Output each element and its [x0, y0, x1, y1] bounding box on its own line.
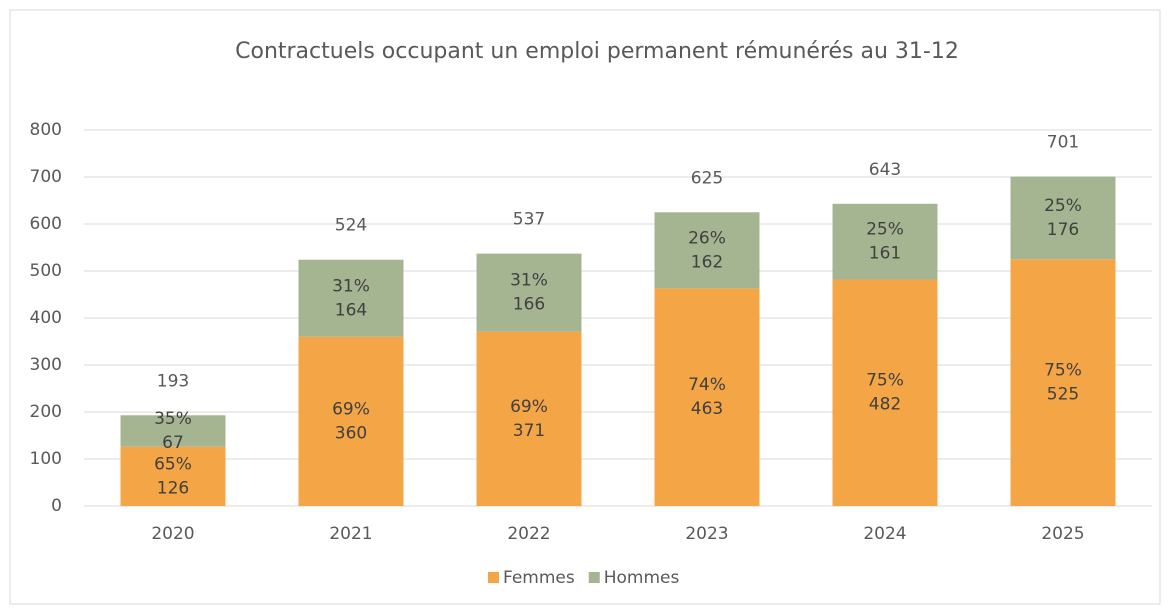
value-label: 166 [513, 295, 545, 315]
value-label: 162 [691, 252, 723, 272]
percent-label: 65% [154, 454, 192, 474]
value-label: 176 [1047, 220, 1079, 240]
y-tick-label: 800 [30, 120, 62, 140]
value-label: 164 [335, 300, 367, 320]
percent-label: 75% [1044, 361, 1082, 381]
percent-label: 74% [688, 375, 726, 395]
percent-label: 31% [510, 271, 548, 291]
bar-segment [476, 253, 582, 332]
percent-label: 75% [866, 371, 904, 391]
bar-segment [832, 279, 938, 506]
value-label: 126 [157, 478, 189, 498]
y-tick-label: 300 [30, 355, 62, 375]
y-tick-label: 700 [30, 167, 62, 187]
x-tick-label: 2021 [329, 524, 372, 544]
legend-label: Femmes [503, 568, 575, 588]
y-tick-label: 600 [30, 214, 62, 234]
total-label: 193 [157, 371, 189, 391]
bar-segment [832, 203, 938, 280]
value-label: 525 [1047, 385, 1079, 405]
bar-segment [298, 336, 404, 506]
bar-segment [120, 446, 226, 506]
bar-segment [298, 259, 404, 337]
y-tick-label: 200 [30, 402, 62, 422]
chart-title: Contractuels occupant un emploi permanen… [235, 39, 959, 64]
percent-label: 31% [332, 276, 370, 296]
percent-label: 25% [1044, 196, 1082, 216]
percent-label: 26% [688, 228, 726, 248]
x-tick-label: 2020 [151, 524, 194, 544]
x-tick-label: 2023 [685, 524, 728, 544]
total-label: 537 [513, 210, 545, 230]
bar-segment [476, 331, 582, 506]
legend-label: Hommes [604, 568, 680, 588]
bar-segment [654, 212, 760, 289]
percent-label: 69% [332, 399, 370, 419]
legend-swatch [488, 572, 499, 583]
y-tick-label: 500 [30, 261, 62, 281]
percent-label: 35% [154, 409, 192, 429]
value-label: 161 [869, 244, 901, 264]
total-label: 643 [869, 160, 901, 180]
total-label: 524 [335, 216, 367, 236]
bar-segment [1010, 176, 1116, 260]
legend-swatch [588, 572, 600, 583]
y-tick-label: 100 [30, 449, 62, 469]
value-label: 482 [869, 395, 901, 415]
chart-border [9, 9, 1161, 605]
percent-label: 25% [866, 220, 904, 240]
total-label: 625 [691, 168, 723, 188]
total-label: 701 [1047, 133, 1079, 153]
x-tick-label: 2022 [507, 524, 550, 544]
y-tick-label: 400 [30, 308, 62, 328]
bar-segment [1010, 259, 1116, 506]
bar-segment [120, 415, 226, 447]
value-label: 67 [162, 433, 184, 453]
x-tick-label: 2024 [863, 524, 906, 544]
value-label: 463 [691, 399, 723, 419]
percent-label: 69% [510, 397, 548, 417]
value-label: 360 [335, 423, 367, 443]
y-tick-label: 0 [51, 496, 62, 516]
bar-segment [654, 288, 760, 506]
x-tick-label: 2025 [1041, 524, 1084, 544]
value-label: 371 [513, 421, 545, 441]
